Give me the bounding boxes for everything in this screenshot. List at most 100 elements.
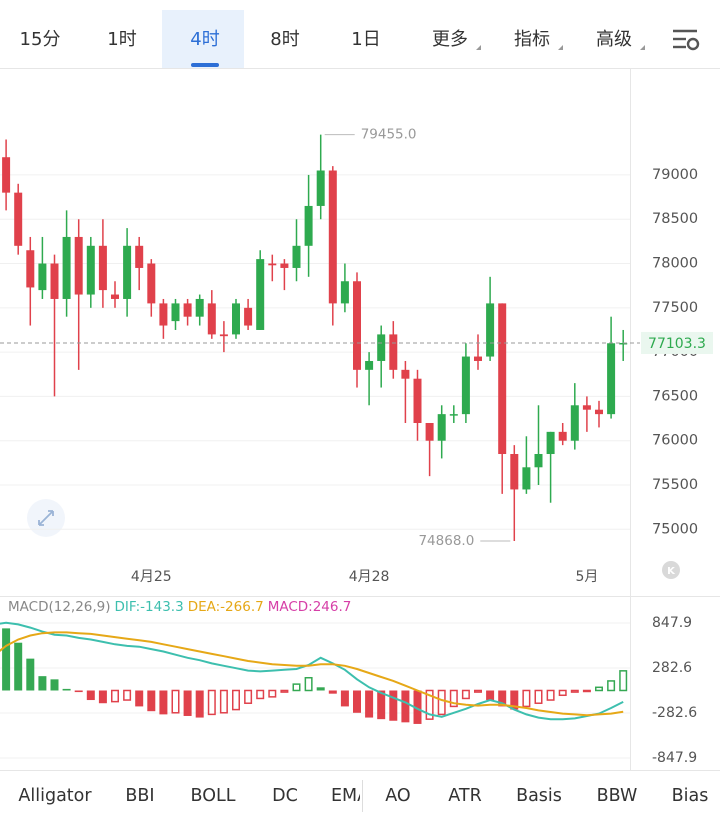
candle-body bbox=[123, 245, 132, 299]
macd-bar bbox=[183, 690, 192, 716]
macd-bar bbox=[498, 690, 507, 707]
indicator-tab[interactable]: Basis bbox=[516, 786, 562, 806]
macd-bar bbox=[219, 689, 228, 714]
candle-body bbox=[135, 245, 144, 268]
settings-icon[interactable] bbox=[673, 29, 700, 51]
macd-bar bbox=[195, 690, 204, 718]
candle-body bbox=[595, 409, 603, 415]
macd-bar bbox=[449, 689, 458, 708]
macd-bar bbox=[244, 689, 253, 704]
candle-body bbox=[2, 157, 11, 193]
candle-body bbox=[38, 263, 47, 291]
dropdown-caret bbox=[558, 45, 563, 50]
macd-bar bbox=[486, 690, 495, 701]
tab[interactable]: 4时 bbox=[190, 29, 219, 50]
macd-bar bbox=[365, 690, 374, 718]
active-tab-bg bbox=[162, 10, 244, 68]
macd-bar bbox=[510, 690, 519, 710]
candle-body bbox=[558, 431, 567, 441]
macd-bar bbox=[437, 689, 446, 716]
candles bbox=[2, 134, 628, 542]
candle-body bbox=[280, 263, 289, 268]
candle-body bbox=[207, 303, 216, 335]
indicator-tab[interactable]: AO bbox=[385, 786, 410, 806]
candle-body bbox=[461, 356, 470, 415]
indicator-tab[interactable]: Bias bbox=[672, 786, 709, 806]
y-tick-label: 75000 bbox=[652, 521, 698, 537]
candle-body bbox=[498, 303, 507, 455]
indicator-tab[interactable]: Alligator bbox=[18, 786, 92, 806]
macd-bar bbox=[377, 690, 386, 720]
macd-bar bbox=[570, 689, 579, 693]
macd-line bbox=[0, 631, 624, 717]
legend-entry: DIF:-143.3 bbox=[115, 599, 184, 615]
candle-body bbox=[582, 405, 591, 410]
dropdown-caret bbox=[640, 45, 645, 50]
macd-bar bbox=[171, 689, 180, 714]
candle-body bbox=[50, 263, 59, 299]
candle-body bbox=[268, 263, 277, 266]
candle-body bbox=[26, 250, 35, 288]
macd-bar bbox=[582, 689, 591, 693]
tab[interactable]: 1时 bbox=[107, 29, 136, 50]
tab[interactable]: 更多 bbox=[432, 29, 468, 50]
macd-bar bbox=[26, 658, 35, 691]
y-tick-label: -847.9 bbox=[652, 750, 697, 766]
macd-bar bbox=[207, 689, 216, 716]
x-tick-label: 5月 bbox=[575, 569, 598, 585]
y-tick-label: 75500 bbox=[652, 477, 698, 493]
y-tick-label: 78000 bbox=[652, 256, 698, 272]
candle-body bbox=[607, 343, 616, 415]
macd-bar bbox=[86, 690, 95, 701]
indicator-tab[interactable]: BOLL bbox=[191, 786, 236, 806]
tab[interactable]: 8时 bbox=[270, 29, 299, 50]
macd-bar bbox=[389, 690, 398, 721]
macd-bar bbox=[2, 628, 11, 691]
candle-body bbox=[316, 170, 325, 206]
macd-bar bbox=[98, 690, 107, 704]
indicator-tab[interactable]: ATR bbox=[448, 786, 481, 806]
macd-bar bbox=[304, 676, 313, 692]
macd-bar bbox=[111, 689, 119, 703]
tab[interactable]: 1日 bbox=[351, 29, 380, 50]
tab[interactable]: 高级 bbox=[596, 29, 632, 50]
candle-body bbox=[570, 405, 579, 441]
tab[interactable]: 指标 bbox=[514, 29, 550, 50]
candle-body bbox=[328, 170, 337, 304]
macd-bar bbox=[38, 676, 47, 691]
expand-icon[interactable] bbox=[27, 499, 65, 537]
candle-body bbox=[86, 245, 95, 295]
indicator-title: MACD(12,26,9) bbox=[8, 599, 111, 615]
macd-bar bbox=[474, 689, 482, 693]
y-tick-label: 847.9 bbox=[652, 615, 692, 631]
candle-body bbox=[219, 334, 228, 337]
candle-body bbox=[304, 205, 313, 246]
indicator-tab[interactable]: DC bbox=[272, 786, 298, 806]
candle-body bbox=[171, 303, 180, 322]
macd-bar bbox=[558, 689, 567, 697]
y-tick-label: 76000 bbox=[652, 433, 698, 449]
indicator-tab[interactable]: BBI bbox=[125, 786, 154, 806]
y-tick-label: -282.6 bbox=[652, 705, 697, 721]
macd-bar bbox=[401, 690, 410, 723]
macd-bar bbox=[340, 690, 349, 707]
macd-bar bbox=[292, 683, 301, 692]
macd-bar bbox=[62, 688, 71, 691]
candle-body bbox=[437, 414, 446, 441]
candle-body bbox=[14, 192, 23, 246]
candle-body bbox=[111, 294, 119, 299]
macd-bar bbox=[353, 690, 361, 713]
candle-body bbox=[474, 356, 482, 361]
macd-bar bbox=[280, 689, 289, 693]
macd-bar bbox=[232, 689, 240, 711]
candle-body bbox=[232, 303, 240, 335]
indicator-tab[interactable]: BBW bbox=[597, 786, 638, 806]
candle-body bbox=[98, 245, 107, 291]
tab[interactable]: 15分 bbox=[20, 29, 61, 50]
macd-bar bbox=[461, 689, 470, 700]
indicator-tab[interactable]: EMA bbox=[331, 786, 369, 806]
candle-body bbox=[413, 378, 422, 423]
candle-body bbox=[244, 307, 253, 326]
candle-body bbox=[340, 281, 349, 304]
